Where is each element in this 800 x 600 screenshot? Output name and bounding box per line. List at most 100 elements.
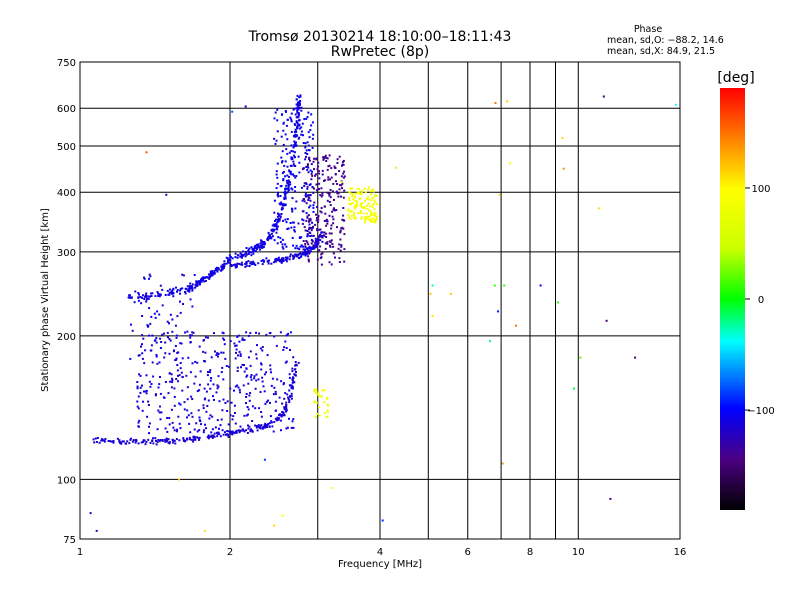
data-point	[325, 219, 328, 222]
data-point	[354, 207, 357, 210]
data-point	[318, 177, 321, 180]
data-point	[175, 358, 178, 361]
data-point	[211, 428, 214, 431]
data-point	[186, 289, 189, 292]
data-point	[203, 360, 206, 362]
data-point	[193, 382, 196, 385]
data-point	[261, 246, 264, 249]
data-point	[302, 240, 305, 242]
x-axis-label: Frequency [MHz]	[338, 559, 422, 570]
grid-lines	[80, 62, 680, 539]
data-point	[314, 158, 317, 161]
data-point	[326, 242, 329, 245]
data-point	[360, 216, 363, 219]
data-point	[352, 216, 355, 219]
data-point	[243, 370, 246, 373]
data-point	[107, 440, 110, 442]
data-point	[278, 202, 281, 205]
data-point	[257, 245, 260, 247]
data-point	[138, 293, 140, 296]
data-point	[253, 375, 256, 378]
data-point	[229, 340, 232, 343]
data-point	[609, 497, 612, 500]
data-point	[254, 245, 256, 248]
data-point	[237, 354, 239, 357]
data-point	[342, 172, 345, 175]
data-point	[357, 188, 360, 190]
data-point	[267, 423, 270, 425]
data-point	[270, 236, 273, 239]
data-point	[318, 249, 321, 252]
data-point	[186, 330, 189, 333]
data-point	[307, 249, 310, 252]
data-point	[282, 260, 285, 262]
data-point	[308, 136, 311, 139]
data-point	[272, 430, 275, 433]
data-point	[561, 136, 564, 139]
data-point	[348, 199, 351, 202]
data-point	[173, 387, 176, 390]
data-point	[285, 260, 288, 263]
data-point	[277, 236, 280, 239]
data-point	[159, 347, 162, 349]
data-point	[243, 364, 245, 366]
data-point	[374, 218, 376, 221]
data-point	[244, 105, 247, 108]
data-point	[368, 209, 371, 212]
data-point	[253, 377, 256, 380]
data-point	[231, 257, 234, 260]
data-point	[144, 443, 147, 446]
data-point	[208, 273, 211, 276]
data-point	[192, 438, 195, 441]
data-point	[267, 399, 269, 402]
data-point	[280, 213, 283, 215]
data-point	[282, 129, 285, 132]
data-point	[267, 262, 270, 265]
data-point	[333, 209, 336, 212]
data-point	[280, 261, 283, 264]
data-point	[494, 102, 497, 105]
data-point	[308, 158, 311, 160]
data-point	[277, 191, 279, 194]
data-point	[309, 183, 312, 186]
data-point	[148, 295, 151, 298]
data-point	[364, 215, 367, 218]
data-point	[277, 256, 280, 259]
data-point	[258, 426, 261, 429]
data-point	[248, 394, 251, 397]
data-point	[132, 439, 135, 442]
data-point	[353, 206, 356, 209]
data-point	[308, 252, 311, 255]
data-point	[279, 331, 282, 334]
data-point	[191, 289, 194, 292]
data-point	[298, 161, 301, 164]
data-point	[245, 375, 248, 378]
data-point	[290, 226, 293, 229]
data-point	[250, 378, 253, 381]
data-point	[295, 200, 298, 203]
data-point	[218, 433, 221, 435]
data-point	[147, 295, 150, 298]
data-point	[294, 145, 297, 147]
data-point	[328, 194, 331, 197]
data-point	[268, 425, 271, 428]
data-point	[304, 146, 307, 149]
data-point	[302, 253, 305, 256]
data-point	[200, 280, 203, 283]
data-point	[298, 127, 301, 130]
data-point	[349, 192, 352, 195]
data-point	[273, 239, 276, 242]
data-point	[136, 381, 139, 383]
data-point	[339, 238, 342, 241]
data-point	[308, 159, 311, 162]
data-point	[325, 232, 328, 235]
data-point	[288, 399, 291, 402]
data-point	[156, 310, 159, 313]
data-point	[234, 422, 237, 425]
data-point	[342, 196, 345, 199]
data-point	[265, 333, 268, 336]
data-point	[160, 411, 163, 414]
data-point	[264, 402, 267, 405]
data-point	[515, 324, 517, 327]
